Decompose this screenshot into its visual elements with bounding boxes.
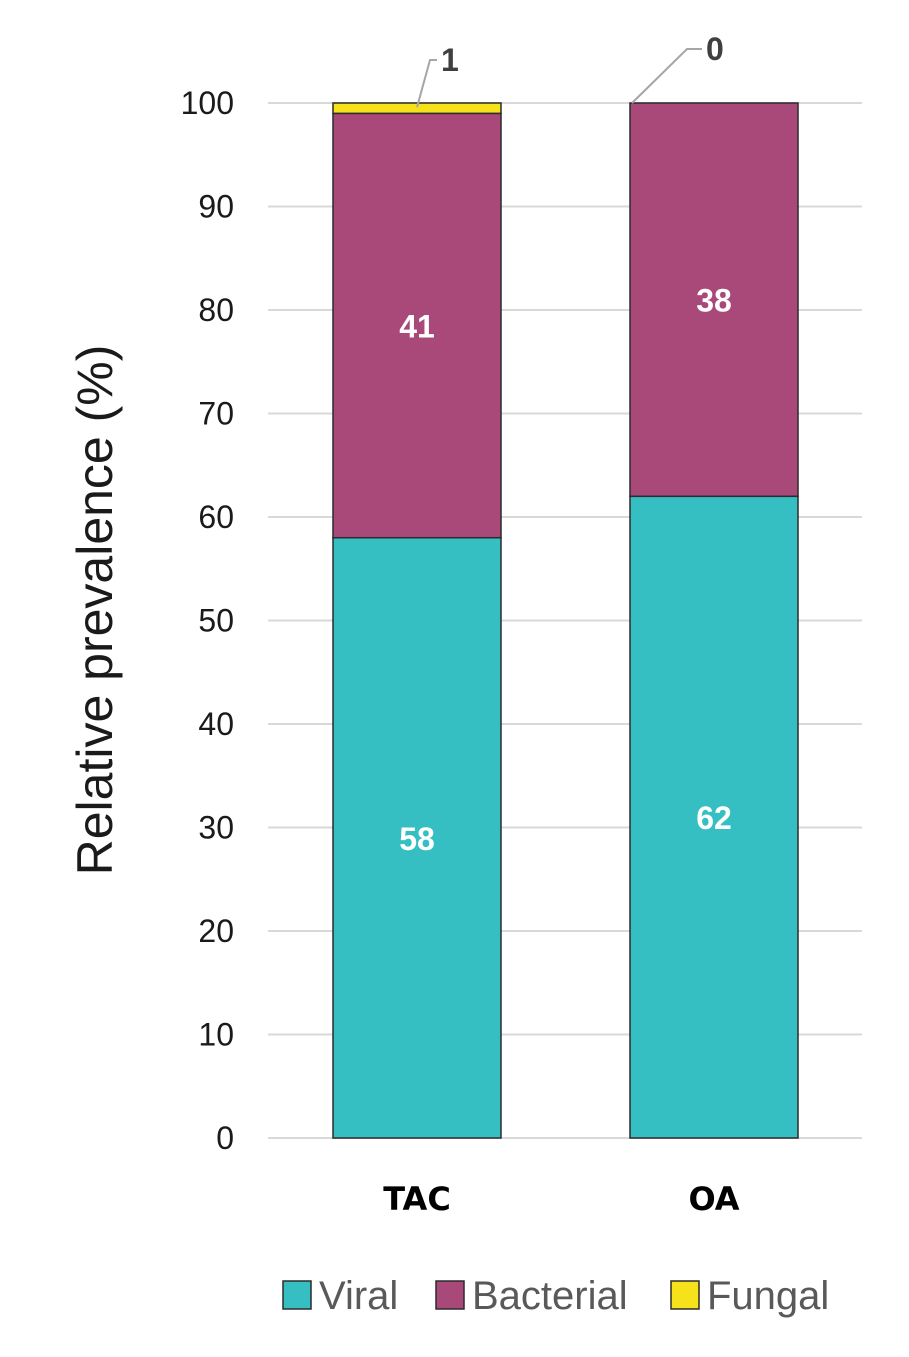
y-tick-label: 10 [198, 1017, 234, 1053]
data-label-bacterial-tac: 41 [399, 309, 435, 345]
data-label-fungal-tac: 1 [441, 42, 459, 78]
leader-line-fungal-tac [416, 59, 437, 108]
y-tick-label: 50 [198, 603, 234, 639]
x-axis-categories: TAC OA [383, 1180, 740, 1218]
x-category-label-tac: TAC [383, 1180, 451, 1218]
bar-bacterial-oa [629, 102, 799, 498]
x-category-label-oa: OA [688, 1180, 739, 1218]
data-label-viral-oa: 62 [696, 800, 732, 836]
y-tick-label: 20 [198, 913, 234, 949]
data-label-bacterial-oa: 38 [696, 283, 732, 319]
y-tick-label: 100 [181, 85, 234, 121]
y-axis-ticks: 0 10 20 30 40 50 60 70 80 90 100 [181, 85, 234, 1156]
bar-fungal-tac [332, 102, 502, 115]
leader-line-fungal-oa [631, 48, 702, 104]
y-axis-title: Relative prevalence (%) [67, 345, 123, 876]
y-tick-label: 70 [198, 396, 234, 432]
legend-swatch-bacterial [435, 1280, 465, 1310]
bars: 58 41 62 38 [332, 102, 799, 1139]
legend-swatch-viral [282, 1280, 312, 1310]
y-tick-label: 90 [198, 189, 234, 225]
legend-label-fungal: Fungal [707, 1274, 829, 1318]
bar-viral-tac [332, 536, 502, 1139]
bar-viral-oa [629, 495, 799, 1139]
y-tick-label: 0 [216, 1120, 234, 1156]
data-label-fungal-oa: 0 [706, 31, 724, 67]
bar-bacterial-tac [332, 112, 502, 539]
data-label-viral-tac: 58 [399, 821, 435, 857]
legend-swatch-fungal [670, 1280, 700, 1310]
legend: Viral Bacterial Fungal [282, 1274, 829, 1318]
y-tick-label: 80 [198, 292, 234, 328]
y-tick-label: 30 [198, 810, 234, 846]
y-tick-label: 60 [198, 499, 234, 535]
legend-label-viral: Viral [319, 1274, 398, 1318]
y-tick-label: 40 [198, 706, 234, 742]
legend-label-bacterial: Bacterial [472, 1274, 628, 1318]
